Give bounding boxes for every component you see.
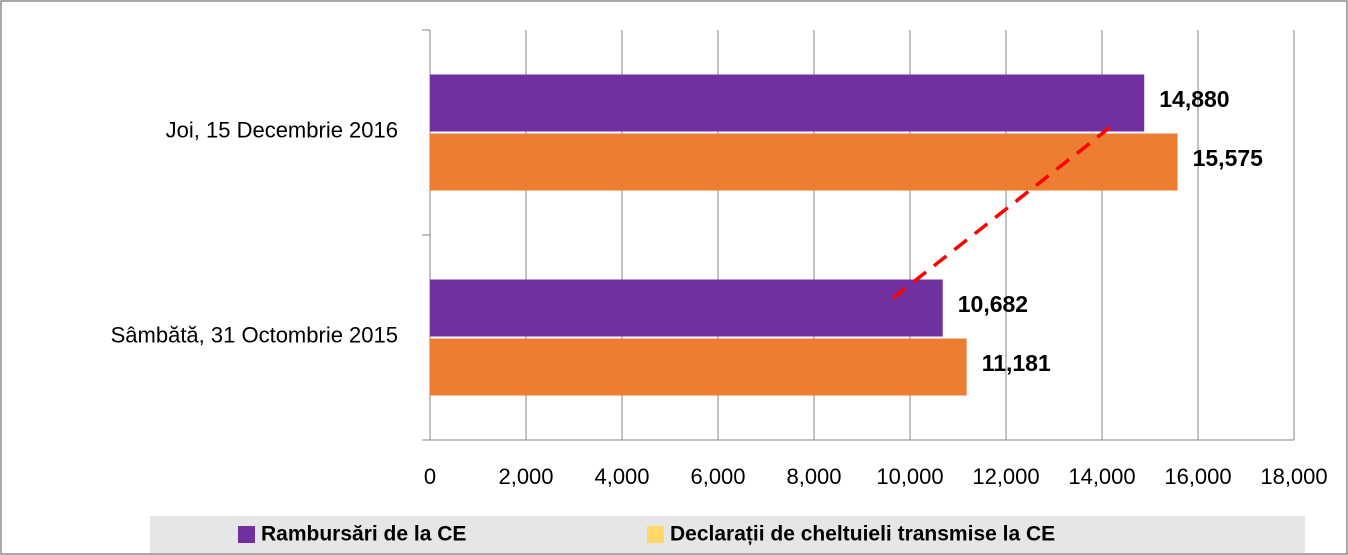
value-label: 10,682 [958, 291, 1028, 317]
x-tick-label: 14,000 [1068, 464, 1135, 489]
bar [430, 74, 1145, 132]
x-tick-label: 18,000 [1260, 464, 1327, 489]
bar [430, 133, 1178, 191]
legend-label: Declarații de cheltuieli transmise la CE [670, 523, 1055, 546]
value-label: 14,880 [1159, 86, 1229, 112]
x-tick-label: 4,000 [594, 464, 649, 489]
x-tick-label: 16,000 [1164, 464, 1231, 489]
x-tick-label: 2,000 [498, 464, 553, 489]
legend-background [150, 516, 1305, 553]
legend-label: Rambursări de la CE [261, 523, 466, 546]
y-tick-label: Joi, 15 Decembrie 2016 [166, 117, 398, 142]
x-tick-label: 12,000 [972, 464, 1039, 489]
x-tick-label: 10,000 [876, 464, 943, 489]
y-tick-label: Sâmbătă, 31 Octombrie 2015 [111, 322, 398, 347]
legend-swatch [238, 526, 255, 543]
x-tick-label: 0 [424, 464, 436, 489]
annotation-trend-line [891, 123, 1115, 300]
bar [430, 279, 943, 337]
value-label: 11,181 [982, 350, 1051, 376]
legend-swatch [647, 526, 664, 543]
x-tick-label: 8,000 [786, 464, 841, 489]
value-label: 15,575 [1193, 145, 1264, 171]
bar [430, 338, 967, 396]
x-tick-label: 6,000 [690, 464, 745, 489]
